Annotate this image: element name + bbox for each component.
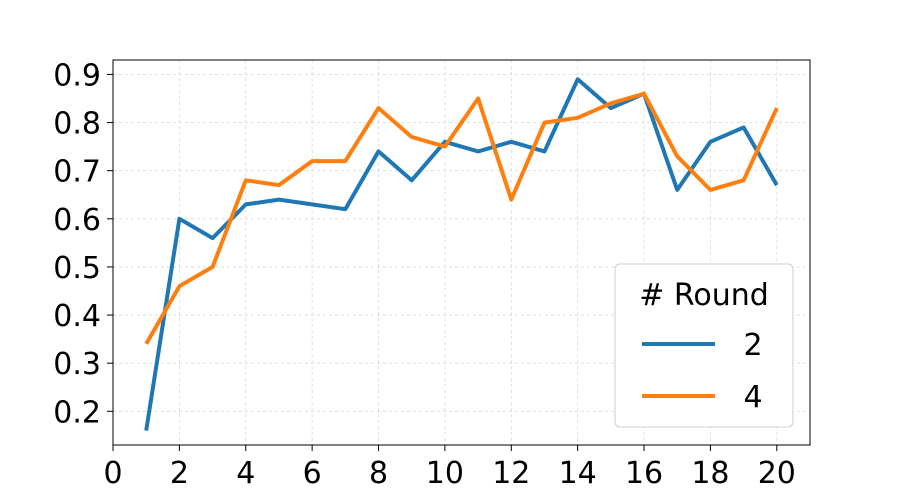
x-tick-label: 16 <box>625 456 663 491</box>
x-tick-label: 12 <box>492 456 530 491</box>
x-tick-label: 0 <box>103 456 122 491</box>
series-line-2 <box>144 77 779 431</box>
y-tick-label: 0.4 <box>53 299 101 334</box>
y-axis: 0.2 0.3 0.4 0.5 0.6 0.7 0.8 0.9 <box>53 58 113 430</box>
series-layer <box>144 77 779 431</box>
x-axis: 0 2 4 6 8 10 12 14 16 18 20 <box>103 445 796 491</box>
y-tick-label: 0.3 <box>53 347 101 382</box>
x-tick-label: 18 <box>691 456 729 491</box>
y-tick-label: 0.6 <box>53 203 101 238</box>
x-tick-label: 6 <box>303 456 322 491</box>
y-tick-label: 0.2 <box>53 395 101 430</box>
x-tick-label: 10 <box>426 456 464 491</box>
x-tick-label: 8 <box>369 456 388 491</box>
legend-label-2: 2 <box>743 328 762 363</box>
x-tick-label: 14 <box>559 456 597 491</box>
legend-entries: 24 <box>642 328 763 415</box>
legend-title: # Round <box>639 278 769 313</box>
x-tick-label: 4 <box>236 456 255 491</box>
y-tick-label: 0.7 <box>53 155 101 190</box>
x-tick-label: 2 <box>170 456 189 491</box>
legend: # Round 24 <box>614 263 794 428</box>
series-line-4 <box>144 91 779 345</box>
y-tick-label: 0.5 <box>53 251 101 286</box>
y-tick-label: 0.8 <box>53 107 101 142</box>
x-tick-label: 20 <box>758 456 796 491</box>
legend-label-4: 4 <box>743 380 762 415</box>
y-tick-label: 0.9 <box>53 58 101 93</box>
axes-frame <box>112 59 811 446</box>
